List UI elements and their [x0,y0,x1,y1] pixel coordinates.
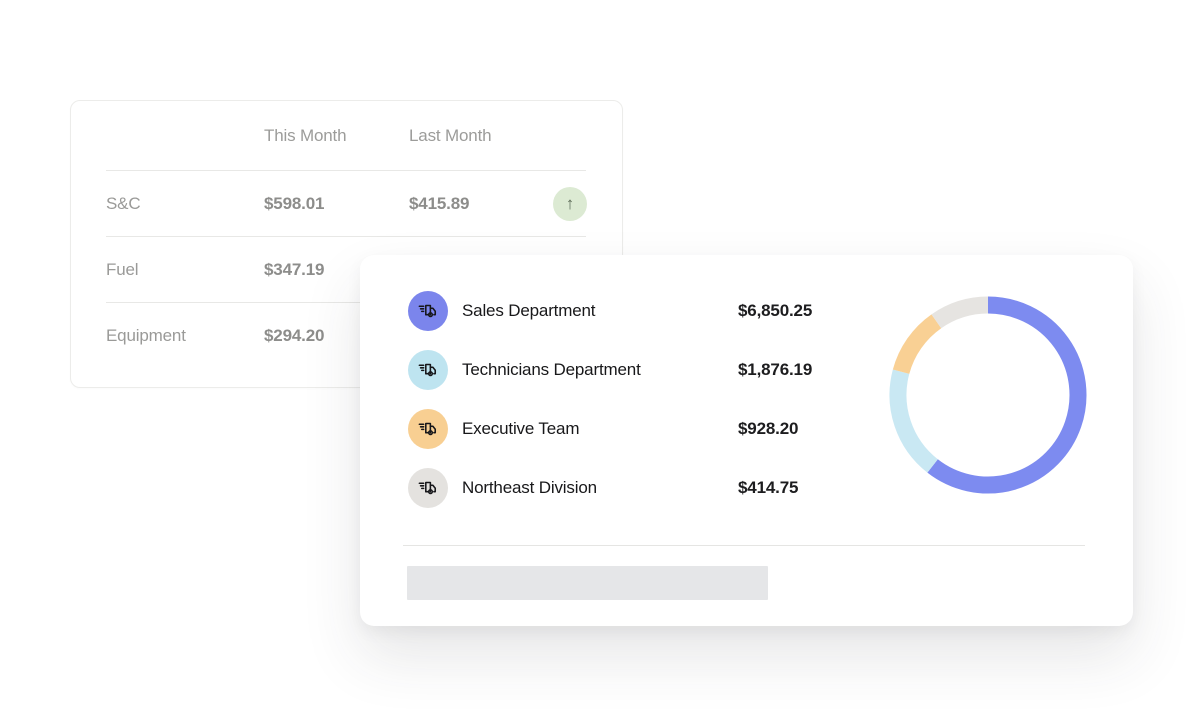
expense-row-label: S&C [106,193,141,213]
fast-truck-icon [408,467,448,508]
arrow-up-icon: ↑ [565,194,575,213]
donut-segment [892,314,942,375]
table-row: S&C $598.01 $415.89 ↑ [106,171,587,237]
fast-truck-icon [408,349,448,390]
department-name: Northeast Division [462,477,597,497]
fast-truck-icon [408,408,448,449]
department-amount: $1,876.19 [738,359,813,379]
expense-table-header: This Month Last Month [106,101,586,171]
fast-truck-icon [408,290,448,331]
trend-up-badge: ↑ [553,186,587,221]
expense-comparison-card: This Month Last Month S&C $598.01 $415.8… [70,100,623,388]
department-name: Sales Department [462,300,596,320]
divider [403,545,1085,546]
list-item: Northeast Division $414.75 [408,458,812,517]
department-amount: $928.20 [738,418,799,438]
department-amount: $414.75 [738,477,799,497]
donut-chart-container [888,295,1088,495]
department-list: Sales Department $6,850.25 Technicians D… [408,281,812,517]
donut-segment [927,296,1087,494]
table-row: Fuel $347.19 [106,237,586,303]
list-item: Executive Team $928.20 [408,399,812,458]
expense-this-month-value: $294.20 [264,326,325,345]
department-name: Technicians Department [462,359,641,379]
expense-row-label: Equipment [106,326,186,345]
list-item: Sales Department $6,850.25 [408,281,812,340]
column-header-last-month: Last Month [409,125,492,145]
department-amount: $6,850.25 [738,300,813,320]
table-row: Equipment $294.20 [106,303,586,369]
donut-chart [889,296,1087,494]
expense-last-month-value: $415.89 [409,193,470,213]
expense-row-label: Fuel [106,259,139,279]
donut-segment [931,296,989,329]
expense-this-month-value: $598.01 [264,193,325,213]
expense-this-month-value: $347.19 [264,259,325,279]
department-spending-card: Sales Department $6,850.25 Technicians D… [360,255,1133,626]
skeleton-placeholder-bar [407,566,768,600]
donut-segment [889,369,939,473]
department-name: Executive Team [462,418,580,438]
column-header-this-month: This Month [264,125,347,145]
list-item: Technicians Department $1,876.19 [408,340,812,399]
